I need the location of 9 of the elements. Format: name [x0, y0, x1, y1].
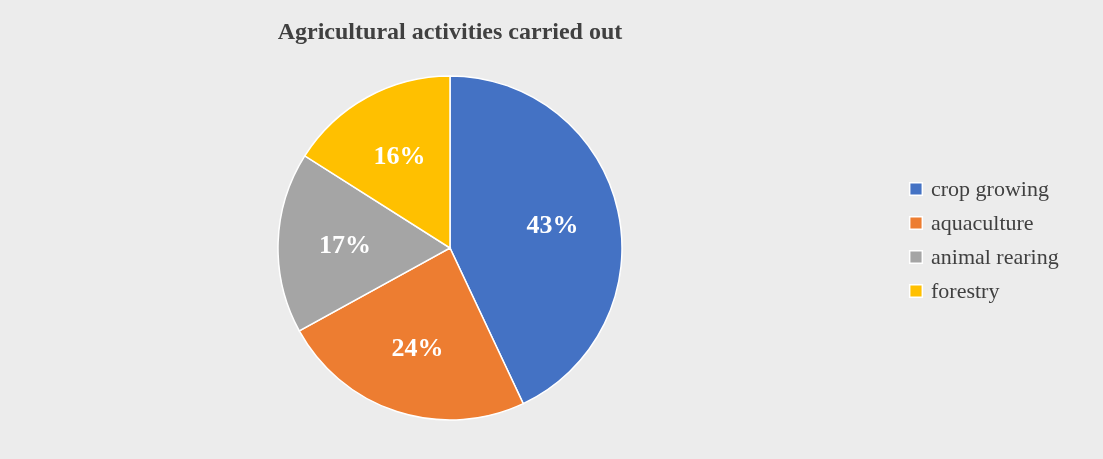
- chart-title: Agricultural activities carried out: [277, 18, 623, 44]
- data-label: 43%: [526, 210, 579, 240]
- legend-label: animal rearing: [931, 244, 1059, 269]
- data-label: 24%: [391, 332, 444, 362]
- legend-label: crop growing: [931, 176, 1049, 201]
- data-label: 17%: [319, 229, 372, 259]
- data-label: 16%: [373, 140, 426, 170]
- legend-label: forestry: [931, 278, 1000, 303]
- legend-label: aquaculture: [931, 210, 1034, 235]
